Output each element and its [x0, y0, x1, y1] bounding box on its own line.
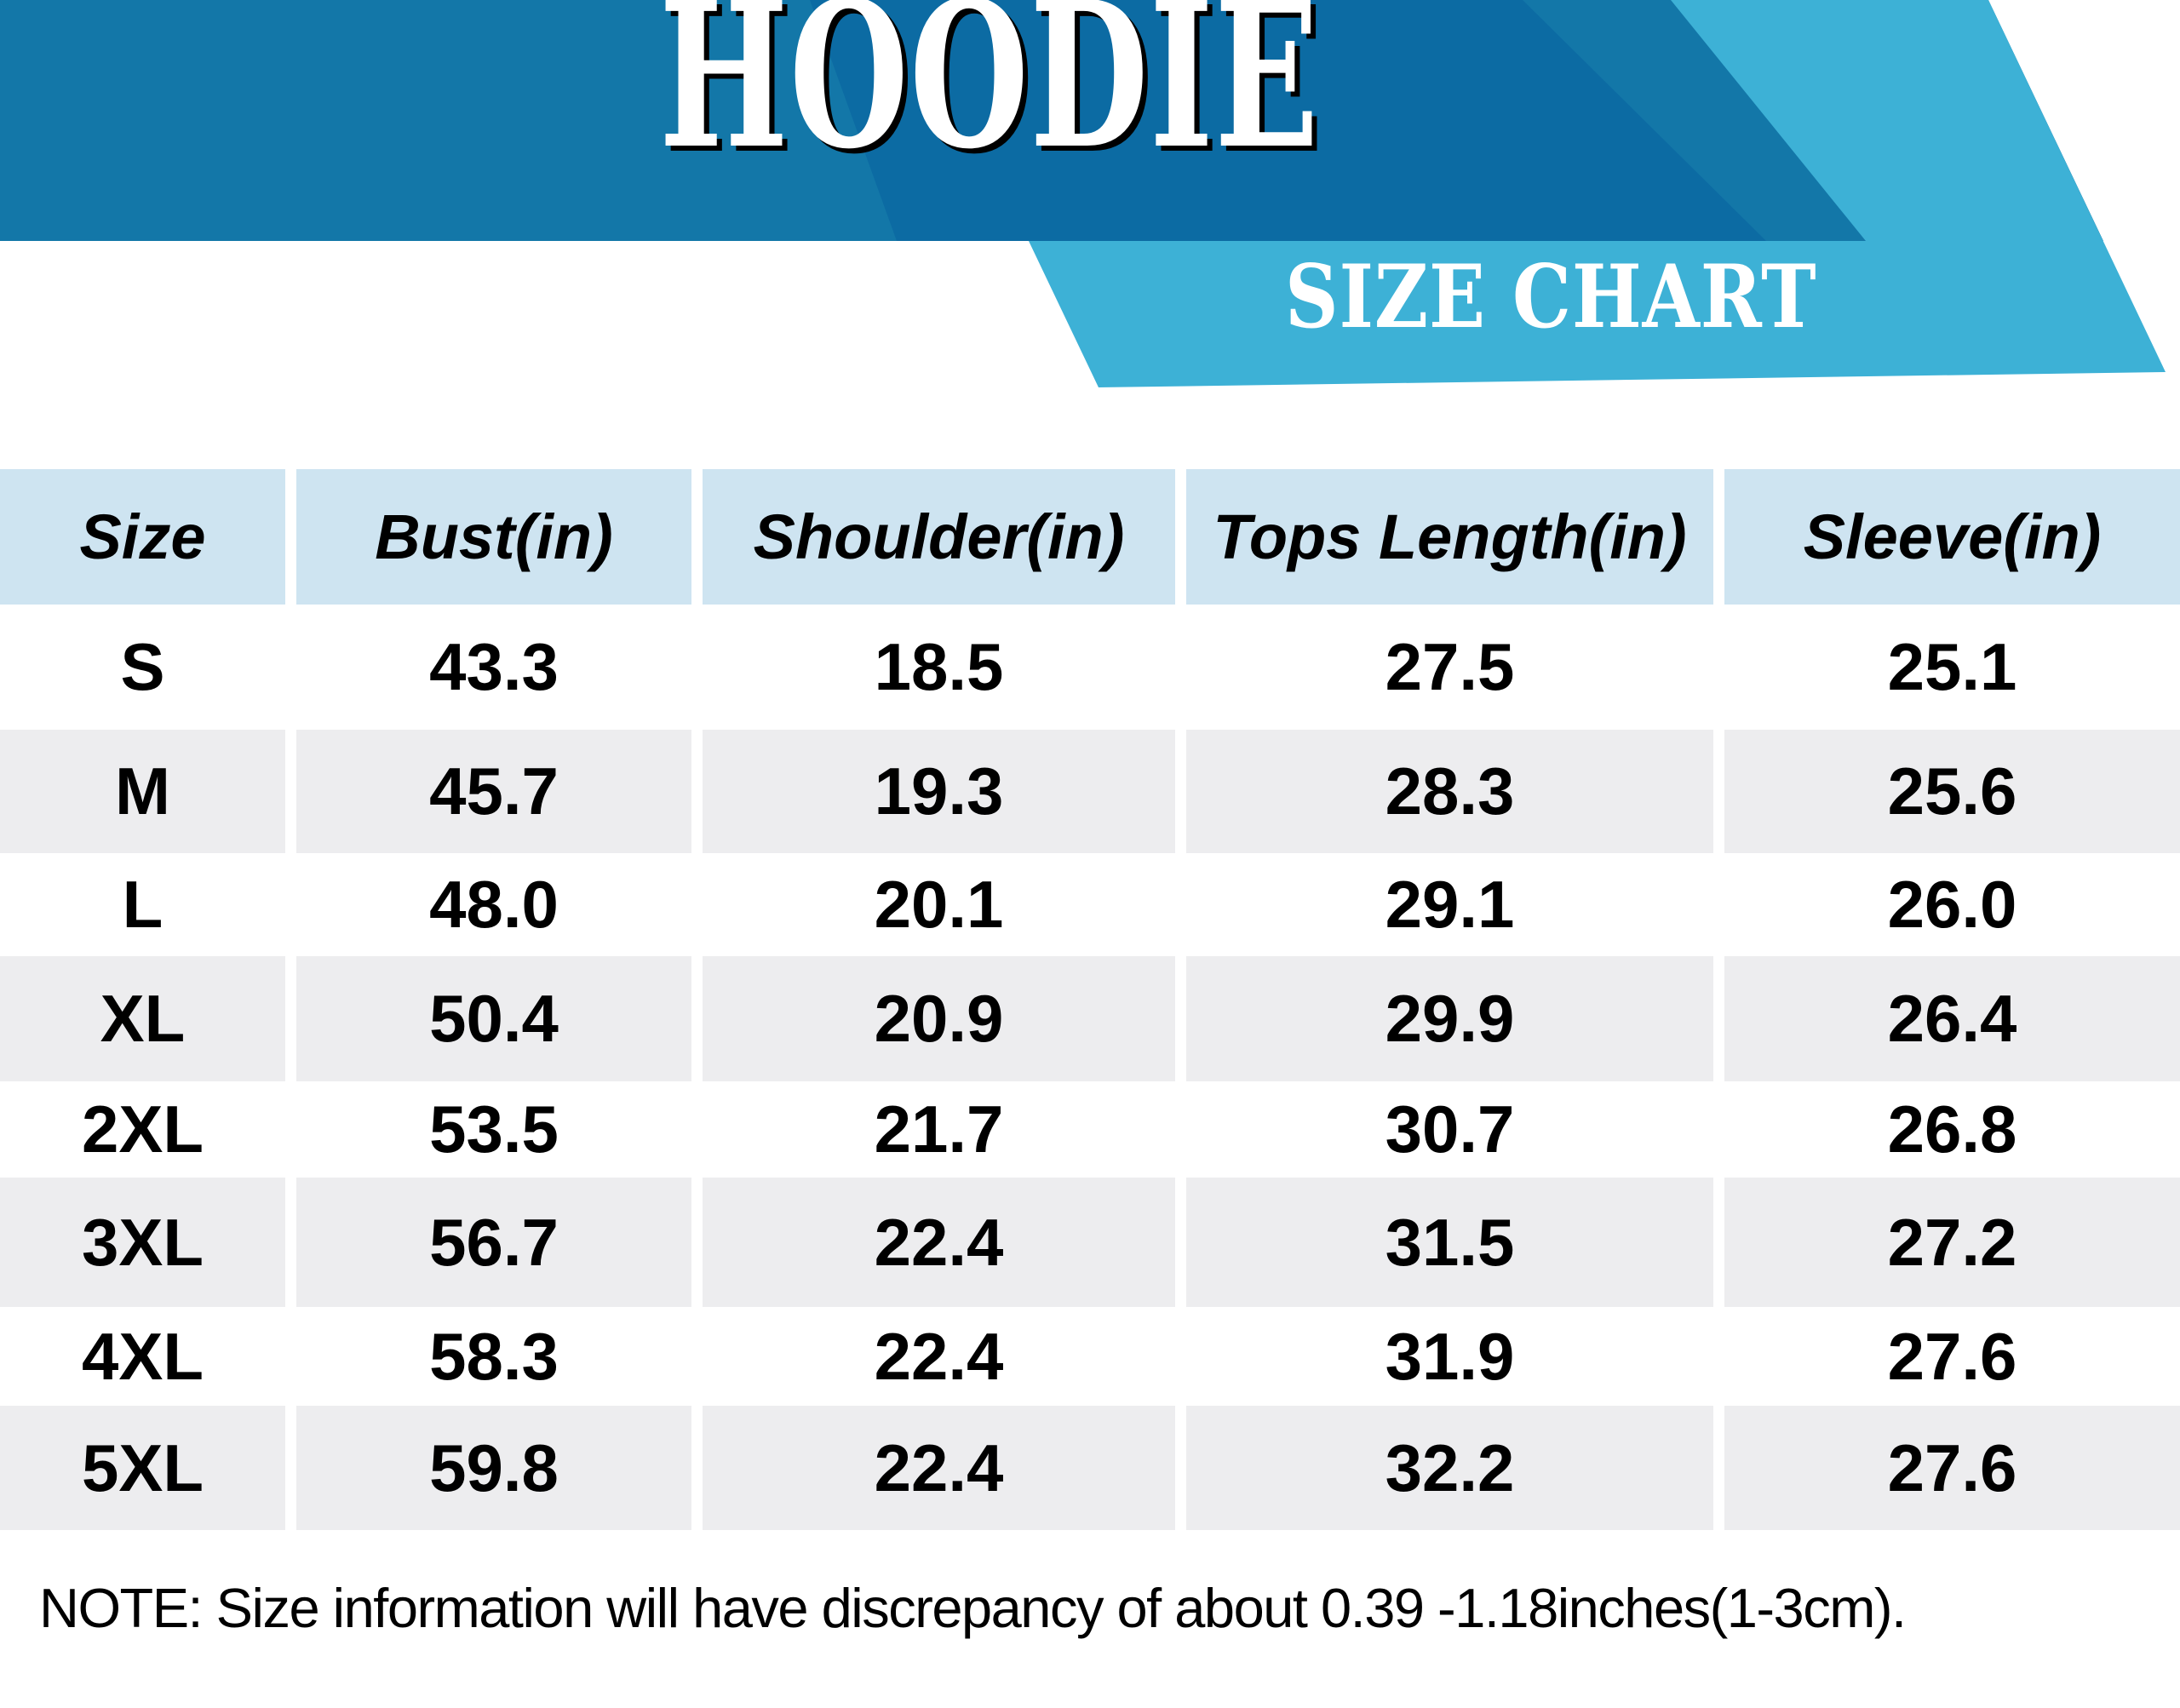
value-cell: 29.1	[1385, 867, 1515, 942]
value-cell: 28.3	[1186, 730, 1713, 853]
value-cell: 45.7	[296, 730, 691, 853]
value-cell: 27.6	[1724, 1406, 2180, 1530]
header-banner	[0, 0, 2166, 387]
banner-accent-shape	[1029, 0, 2166, 387]
value-cell: 26.4	[1724, 956, 2180, 1081]
size-cell: L	[122, 867, 164, 942]
column-header-tops-length: Tops Length(in)	[1186, 469, 1713, 605]
value-cell: 30.7	[1385, 1092, 1515, 1166]
size-cell: 3XL	[0, 1178, 285, 1307]
value-cell: 27.6	[1887, 1318, 2017, 1394]
column-header-sleeve: Sleeve(in)	[1724, 469, 2180, 605]
table-row: L 48.0 20.1 29.1 26.0	[0, 853, 2180, 956]
table-row: S 43.3 18.5 27.5 25.1	[0, 605, 2180, 730]
value-cell: 56.7	[296, 1178, 691, 1307]
value-cell: 25.1	[1887, 629, 2017, 704]
value-cell: 27.5	[1385, 629, 1515, 704]
value-cell: 20.1	[874, 867, 1004, 942]
value-cell: 43.3	[429, 629, 559, 704]
value-cell: 26.8	[1887, 1092, 2017, 1166]
value-cell: 53.5	[429, 1092, 559, 1166]
page-title: HOODIE	[659, 0, 1320, 193]
banner-dark-stripe	[810, 0, 1766, 241]
value-cell: 19.3	[703, 730, 1175, 853]
value-cell: 22.4	[874, 1318, 1004, 1394]
size-cell: S	[120, 629, 165, 704]
column-header-size: Size	[0, 469, 285, 605]
column-header-bust: Bust(in)	[296, 469, 691, 605]
value-cell: 18.5	[874, 629, 1004, 704]
value-cell: 21.7	[874, 1092, 1004, 1166]
table-header-row: Size Bust(in) Shoulder(in) Tops Length(i…	[0, 469, 2180, 605]
size-cell: 2XL	[81, 1092, 204, 1166]
table-row: M 45.7 19.3 28.3 25.6	[0, 730, 2180, 853]
table-row: 4XL 58.3 22.4 31.9 27.6	[0, 1307, 2180, 1406]
size-chart-label: SIZE CHART	[1285, 246, 1817, 348]
size-cell: 4XL	[81, 1318, 204, 1394]
size-cell: XL	[0, 956, 285, 1081]
value-cell: 59.8	[296, 1406, 691, 1530]
table-row: 3XL 56.7 22.4 31.5 27.2	[0, 1178, 2180, 1307]
value-cell: 25.6	[1724, 730, 2180, 853]
table-row: XL 50.4 20.9 29.9 26.4	[0, 956, 2180, 1081]
size-note: NOTE: Size information will have discrep…	[39, 1577, 1907, 1639]
table-row: 2XL 53.5 21.7 30.7 26.8	[0, 1081, 2180, 1178]
value-cell: 31.5	[1186, 1178, 1713, 1307]
value-cell: 29.9	[1186, 956, 1713, 1081]
size-table: Size Bust(in) Shoulder(in) Tops Length(i…	[0, 469, 2180, 1530]
value-cell: 26.0	[1887, 867, 2017, 942]
value-cell: 32.2	[1186, 1406, 1713, 1530]
value-cell: 31.9	[1385, 1318, 1515, 1394]
value-cell: 27.2	[1724, 1178, 2180, 1307]
value-cell: 48.0	[429, 867, 559, 942]
column-header-shoulder: Shoulder(in)	[703, 469, 1175, 605]
value-cell: 22.4	[703, 1406, 1175, 1530]
value-cell: 22.4	[703, 1178, 1175, 1307]
size-cell: 5XL	[0, 1406, 285, 1530]
value-cell: 58.3	[429, 1318, 559, 1394]
table-row: 5XL 59.8 22.4 32.2 27.6	[0, 1406, 2180, 1530]
size-cell: M	[0, 730, 285, 853]
value-cell: 20.9	[703, 956, 1175, 1081]
value-cell: 50.4	[296, 956, 691, 1081]
